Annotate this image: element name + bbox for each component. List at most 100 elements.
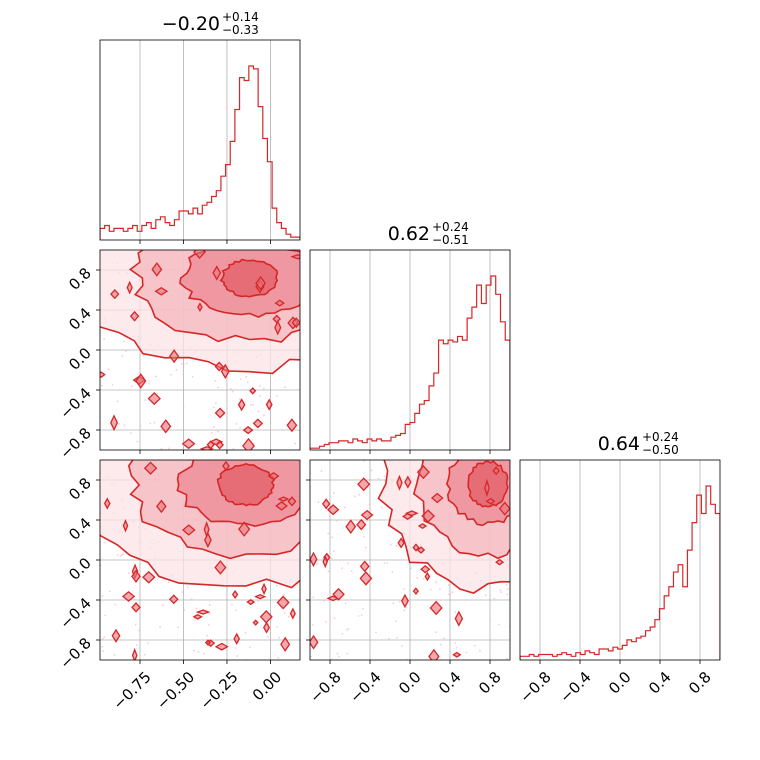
sample-point (248, 646, 251, 649)
contour-island (129, 310, 140, 322)
sample-point (505, 584, 508, 586)
contour-island (242, 437, 255, 450)
sample-point (347, 562, 349, 565)
sample-point (257, 410, 260, 413)
sample-point (341, 632, 344, 635)
sample-point (194, 619, 196, 621)
contour-island (212, 265, 222, 281)
sample-point (498, 623, 500, 626)
sample-point (346, 652, 349, 655)
sample-point (216, 430, 219, 433)
contour-island (452, 651, 462, 658)
contour-island (181, 524, 196, 536)
sample-point (154, 375, 157, 378)
x-tick-label: 0.0 (605, 668, 635, 698)
sample-point (336, 652, 339, 655)
sample-point (197, 651, 200, 653)
contour-island (142, 570, 156, 584)
y-tick-label: −0.4 (56, 384, 94, 422)
contour-island (252, 418, 264, 429)
contour-island (401, 593, 409, 609)
sample-point (148, 380, 150, 382)
sample-point (489, 619, 492, 622)
contour-island (156, 499, 167, 514)
sample-point (506, 588, 509, 591)
x-tick-label: −0.25 (196, 668, 241, 713)
contour-island (454, 610, 464, 627)
sample-point (283, 612, 286, 614)
panel-title-upper-error: +0.14 (222, 10, 259, 24)
sample-point (389, 543, 392, 546)
sample-point (142, 354, 145, 357)
sample-point (506, 593, 509, 596)
sample-point (331, 536, 334, 539)
sample-point (263, 414, 265, 417)
contour-island (332, 587, 345, 601)
sample-point (249, 404, 252, 406)
y-tick-label: −0.8 (56, 634, 94, 672)
sample-point (383, 475, 386, 478)
sample-point (447, 593, 450, 596)
x-tick-label: 0.8 (685, 668, 715, 698)
sample-point (122, 340, 125, 343)
contour-island (397, 537, 405, 549)
contour-island (215, 440, 224, 450)
contour-island (289, 607, 296, 620)
sample-point (377, 477, 380, 480)
sample-point (121, 554, 123, 556)
contour-island (203, 520, 210, 538)
sample-point (160, 447, 163, 450)
sample-point (102, 650, 104, 652)
contour-island (214, 407, 226, 419)
contour-island (246, 599, 256, 606)
sample-point (113, 654, 116, 656)
contour-island (263, 621, 271, 634)
sample-point (284, 386, 286, 389)
histogram-panel-2: −0.8 −0.4 0.0 0.4 0.8 0.64 +0.24−0.50 (516, 430, 721, 707)
x-tick-label: −0.4 (556, 668, 594, 706)
sample-point (398, 600, 401, 603)
contour-island (265, 398, 273, 411)
sample-point (416, 577, 419, 579)
y-tick-label: 0.0 (65, 344, 95, 374)
contour-island (252, 619, 259, 626)
sample-point (143, 653, 146, 656)
sample-point (167, 581, 170, 584)
sample-point (116, 400, 119, 403)
sample-point (312, 596, 315, 599)
sample-point (275, 625, 278, 628)
histogram-step-line (100, 65, 300, 240)
sample-point (239, 398, 241, 401)
sample-point (213, 406, 215, 409)
sample-point (111, 383, 114, 386)
sample-point (259, 385, 261, 387)
contour-island (233, 632, 241, 646)
sample-point (350, 570, 353, 573)
contour-island (214, 560, 227, 575)
sample-point (500, 591, 503, 594)
contour-island (255, 275, 266, 291)
sample-point (183, 608, 186, 611)
contour-island (121, 590, 136, 602)
sample-point (439, 588, 441, 591)
y-tick-label: −0.4 (56, 594, 94, 632)
sample-point (144, 399, 146, 401)
contour-island (154, 286, 169, 296)
contour-island (277, 496, 290, 502)
sample-point (386, 562, 389, 565)
contour-island (110, 288, 120, 300)
contour-island (168, 594, 179, 605)
sample-point (370, 469, 373, 472)
sample-point (368, 503, 371, 506)
sample-point (177, 626, 180, 629)
histogram-step-line (520, 485, 720, 660)
histogram-panel-1: 0.62 +0.24−0.51 (309, 220, 511, 454)
sample-point (156, 392, 159, 395)
contour-island (143, 461, 158, 475)
contour-island (151, 262, 163, 277)
sample-point (136, 440, 139, 443)
contour-island (345, 519, 357, 534)
contour-island (428, 648, 440, 660)
contour-island (122, 518, 129, 533)
